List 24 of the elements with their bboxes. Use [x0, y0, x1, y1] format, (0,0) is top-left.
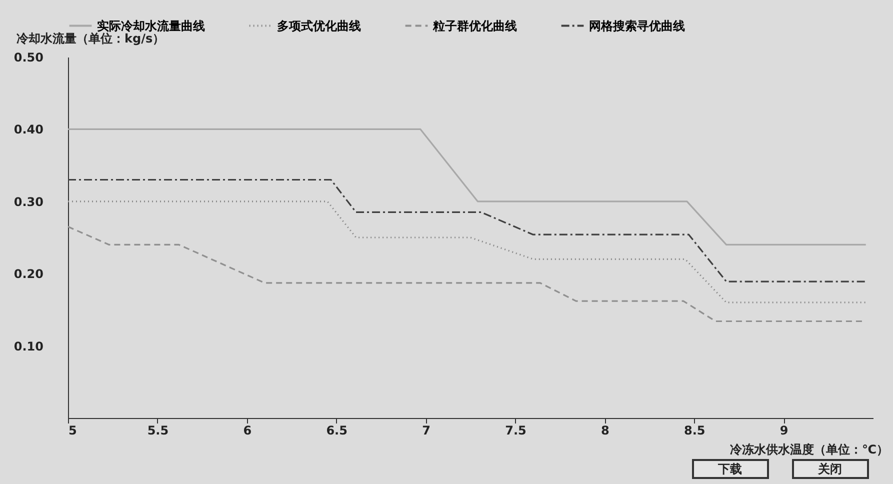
x-tick-label: 5 [68, 424, 77, 438]
x-tick-label: 8 [600, 424, 610, 438]
y-axis-title: 冷却水流量（单位：kg/s） [16, 32, 165, 46]
line-series [67, 178, 867, 282]
text: 关闭 [817, 462, 842, 476]
x-tick-label: 9 [780, 424, 788, 438]
y-tick-label: 0.50 [14, 50, 44, 64]
y-tick-label: 0.40 [14, 122, 44, 137]
line-series [67, 200, 867, 304]
y-tick-label: 0.10 [14, 339, 44, 354]
x-tick-label: 7 [422, 424, 430, 438]
legend-label: 实际冷却水流量曲线 [97, 18, 205, 33]
x-tick-label: 6.5 [326, 424, 348, 438]
legend-label: 粒子群优化曲线 [432, 18, 517, 33]
legend-label: 网格搜索寻优曲线 [589, 18, 685, 33]
text: 下载 [717, 462, 742, 476]
x-axis-title: 冷冻水供水温度（单位：℃） [730, 442, 888, 456]
x-tick-label: 5.5 [147, 424, 169, 438]
legend-label: 多项式优化曲线 [277, 18, 361, 33]
x-tick-label: 7.5 [505, 424, 526, 438]
y-tick-label: 0.30 [14, 194, 44, 209]
y-tick-label: 0.20 [14, 267, 44, 282]
x-tick-label: 6 [243, 424, 252, 438]
x-tick-label: 8.5 [684, 424, 706, 438]
